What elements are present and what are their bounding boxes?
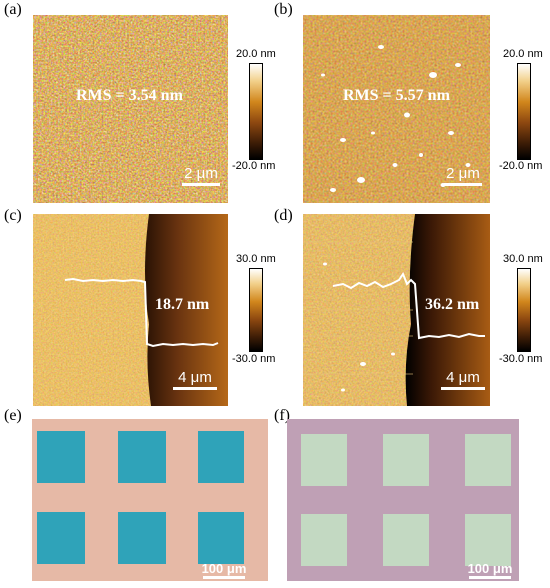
panel-label-e: (e) <box>4 407 22 424</box>
scale-bar-label-a: 2 μm <box>184 165 218 182</box>
scale-bar-label-c: 4 μm <box>178 369 212 386</box>
electrode-square-f <box>383 514 429 566</box>
scale-bar-label-e: 100 μm <box>201 561 247 576</box>
electrode-square-e <box>118 512 166 564</box>
rms-value-b: RMS = 5.57 nm <box>343 87 450 104</box>
afm-image-a <box>33 15 228 203</box>
colorbar-right-middle-max: 30.0 nm <box>503 253 543 265</box>
afm-image-d <box>303 214 490 406</box>
afm-image-b <box>303 15 490 203</box>
panel-label-b: (b) <box>274 1 293 18</box>
panel-label-a: (a) <box>4 1 22 18</box>
colorbar-right-top-max: 20.0 nm <box>503 48 543 60</box>
scale-bar-e: 100 μm <box>198 562 250 579</box>
electrode-square-e <box>198 431 244 483</box>
colorbar-middle <box>249 268 263 352</box>
electrode-square-f <box>301 514 347 566</box>
scale-bar-line-f <box>469 576 511 579</box>
optical-image-e <box>32 419 268 581</box>
scale-bar-label-f: 100 μm <box>467 561 513 576</box>
panel-label-c: (c) <box>4 207 22 224</box>
scale-bar-line-b <box>444 183 482 186</box>
scale-bar-d: 4 μm <box>440 370 486 390</box>
colorbar-right-middle-min: -30.0 nm <box>499 353 543 365</box>
electrode-square-f <box>301 434 347 486</box>
electrode-square-e <box>198 512 244 564</box>
scale-bar-a: 2 μm <box>178 166 224 186</box>
electrode-square-f <box>465 514 511 566</box>
electrode-square-e <box>118 431 166 483</box>
scale-bar-c: 4 μm <box>172 370 218 390</box>
panel-label-d: (d) <box>274 207 293 224</box>
colorbar-top <box>249 63 263 160</box>
scale-bar-line-e <box>203 576 245 579</box>
scale-bar-b: 2 μm <box>440 166 486 186</box>
scale-bar-label-d: 4 μm <box>446 369 480 386</box>
colorbar-right-top-min: -20.0 nm <box>499 160 543 172</box>
step-height-c: 18.7 nm <box>155 296 210 313</box>
colorbar-middle-max: 30.0 nm <box>236 253 276 265</box>
colorbar-top-max: 20.0 nm <box>236 48 276 60</box>
electrode-square-f <box>383 434 429 486</box>
scale-bar-line-d <box>441 387 485 390</box>
scale-bar-line-a <box>182 183 220 186</box>
electrode-square-e <box>37 431 85 483</box>
scale-bar-f: 100 μm <box>464 562 516 579</box>
scale-bar-line-c <box>173 387 217 390</box>
panel-label-f: (f) <box>274 407 290 424</box>
colorbar-top-min: -20.0 nm <box>232 160 276 172</box>
electrode-square-e <box>37 512 85 564</box>
step-height-d: 36.2 nm <box>425 296 480 313</box>
optical-image-f <box>287 419 519 581</box>
colorbar-right-top <box>517 63 531 160</box>
electrode-square-f <box>465 434 511 486</box>
colorbar-right-middle <box>517 268 531 352</box>
rms-value-a: RMS = 3.54 nm <box>76 87 183 104</box>
scale-bar-label-b: 2 μm <box>446 165 480 182</box>
afm-image-c <box>33 214 228 406</box>
colorbar-middle-min: -30.0 nm <box>232 353 276 365</box>
